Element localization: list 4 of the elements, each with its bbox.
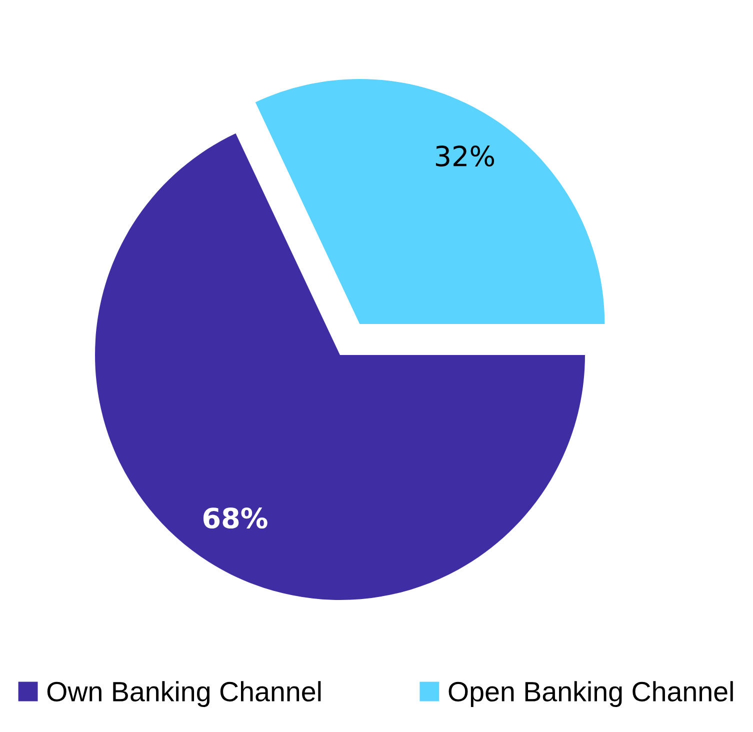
- legend-label: Own Banking Channel: [47, 681, 321, 707]
- data-label: 32%: [436, 146, 494, 167]
- data-label: 68%: [203, 508, 268, 529]
- legend-label: Open Banking Channel: [448, 681, 733, 707]
